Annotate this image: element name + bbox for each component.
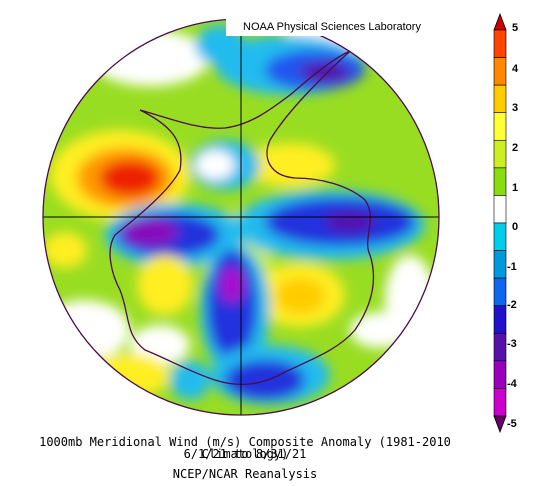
colorbar [493,12,507,434]
colorbar-top-arrow [493,12,507,31]
colorbar-label-neg2: -2 [507,299,517,311]
colorbar-block [493,167,507,196]
colorbar-block [493,388,507,417]
colorbar-block [493,332,507,362]
colorbar-block [493,360,507,389]
colorbar-block [493,139,507,169]
colorbar-label-3: 3 [512,102,519,114]
colorbar-label-2: 2 [512,142,519,154]
caption-source: NCEP/NCAR Reanalysis [172,467,318,481]
colorbar-label-neg1: -1 [507,261,517,273]
coastline [109,49,375,386]
colorbar-block [493,222,507,251]
caption-title: 1000mb Meridional Wind (m/s) Composite A… [39,435,451,461]
colorbar-block [493,195,507,224]
colorbar-block [493,57,507,86]
colorbar-label-neg4: -4 [507,378,517,390]
colorbar-block [493,29,507,58]
colorbar-label-1: 1 [512,182,519,194]
colorbar-label-neg3: -3 [507,338,517,350]
colorbar-label-0: 0 [512,221,519,233]
colorbar-block [493,250,507,279]
colorbar-label-4: 4 [512,63,519,75]
colorbar-block [493,277,507,307]
anomaly-field [43,19,439,415]
colorbar-bottom-arrow [493,415,507,434]
colorbar-block [493,305,507,334]
lab-name-banner: NOAA Physical Sciences Laboratory [226,18,438,36]
caption-dates: 6/1/21 to 8/31/21 [183,447,307,461]
colorbar-block [493,84,507,114]
colorbar-label-5: 5 [512,22,519,34]
colorbar-label-neg5: -5 [507,418,517,430]
colorbar-block [493,112,507,141]
